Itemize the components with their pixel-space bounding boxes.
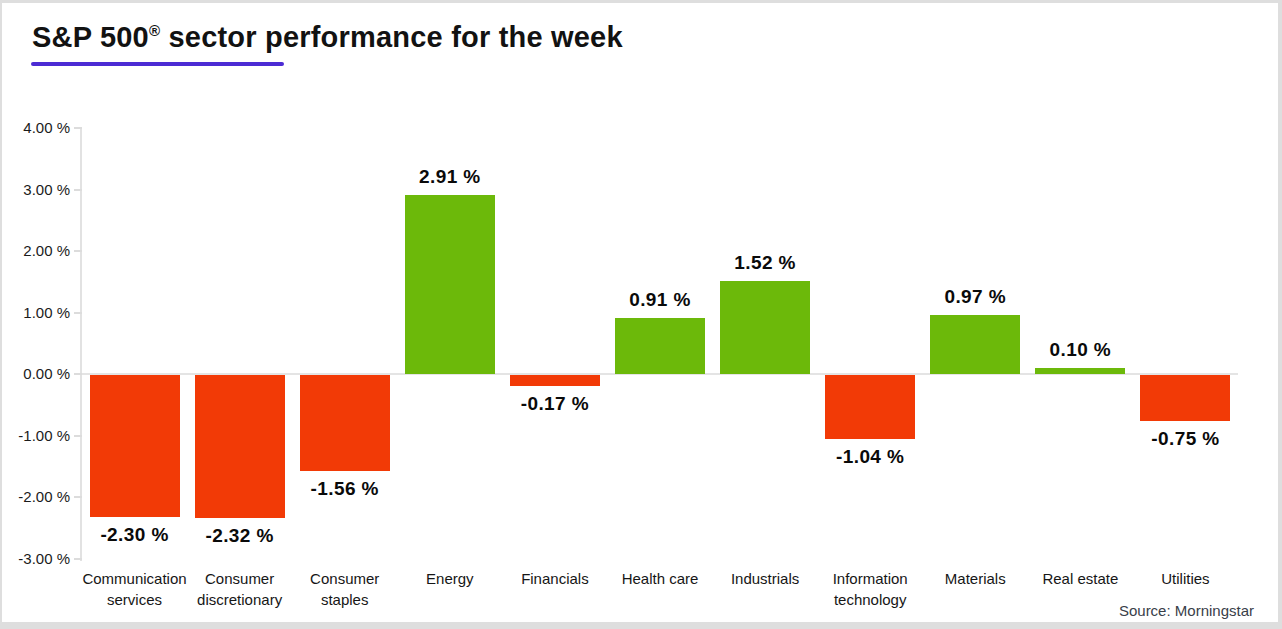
value-label-energy: 2.91 % (387, 166, 512, 188)
x-category-label-health-care: Health care (600, 568, 719, 589)
value-label-utilities: -0.75 % (1123, 428, 1248, 450)
x-category-label-utilities: Utilities (1126, 568, 1245, 589)
x-category-label-consumer-staples: Consumer staples (285, 568, 404, 610)
plot-area: -2.30 %-2.32 %-1.56 %2.91 %-0.17 %0.91 %… (82, 128, 1238, 559)
value-label-consumer-discretionary: -2.32 % (177, 525, 302, 547)
y-tick-label: 3.00 % (23, 180, 70, 200)
chart-panel: S&P 500® sector performance for the week… (0, 0, 1282, 629)
y-tick-label: 0.00 % (23, 364, 70, 384)
bar-health-care (615, 318, 705, 374)
y-tick-label: -2.00 % (18, 487, 70, 507)
title-rest: sector performance for the week (160, 21, 623, 53)
x-category-label-materials: Materials (916, 568, 1035, 589)
bar-consumer-discretionary (195, 375, 285, 518)
value-label-materials: 0.97 % (913, 286, 1038, 308)
y-tick-mark (74, 127, 82, 129)
x-category-label-consumer-discretionary: Consumer discretionary (180, 568, 299, 610)
value-label-information-technology: -1.04 % (808, 446, 933, 468)
bar-consumer-staples (300, 375, 390, 471)
value-label-real-estate: 0.10 % (1018, 339, 1143, 361)
y-tick-mark (74, 373, 82, 375)
x-category-label-financials: Financials (495, 568, 614, 589)
bar-utilities (1140, 375, 1230, 421)
y-tick-label: 1.00 % (23, 303, 70, 323)
y-tick-mark (74, 435, 82, 437)
y-tick-mark (74, 250, 82, 252)
title-main: S&P 500 (32, 21, 149, 53)
y-tick-label: -1.00 % (18, 426, 70, 446)
y-axis-labels: 4.00 %3.00 %2.00 %1.00 %0.00 %-1.00 %-2.… (2, 128, 72, 559)
x-category-label-real-estate: Real estate (1021, 568, 1140, 589)
y-tick-label: 4.00 % (23, 118, 70, 138)
title-underline (31, 62, 284, 66)
bar-industrials (720, 281, 810, 375)
bar-materials (930, 315, 1020, 375)
y-tick-mark (74, 312, 82, 314)
value-label-health-care: 0.91 % (597, 289, 722, 311)
y-tick-label: -3.00 % (18, 549, 70, 569)
page-title: S&P 500® sector performance for the week (32, 21, 623, 54)
y-tick-mark (74, 558, 82, 560)
value-label-industrials: 1.52 % (703, 252, 828, 274)
bar-financials (510, 375, 600, 385)
y-tick-mark (74, 496, 82, 498)
y-tick-mark (74, 189, 82, 191)
source-attribution: Source: Morningstar (1119, 602, 1254, 619)
y-tick-label: 2.00 % (23, 241, 70, 261)
x-category-label-industrials: Industrials (706, 568, 825, 589)
x-category-label-communication-services: Communication services (75, 568, 194, 610)
bar-information-technology (825, 375, 915, 439)
x-category-label-energy: Energy (390, 568, 509, 589)
registered-trademark-symbol: ® (149, 22, 160, 39)
bar-energy (405, 195, 495, 374)
value-label-consumer-staples: -1.56 % (282, 478, 407, 500)
x-axis-labels: Communication servicesConsumer discretio… (82, 568, 1238, 616)
x-category-label-information-technology: Information technology (811, 568, 930, 610)
bar-communication-services (90, 375, 180, 517)
value-label-financials: -0.17 % (492, 393, 617, 415)
bar-real-estate (1035, 368, 1125, 374)
